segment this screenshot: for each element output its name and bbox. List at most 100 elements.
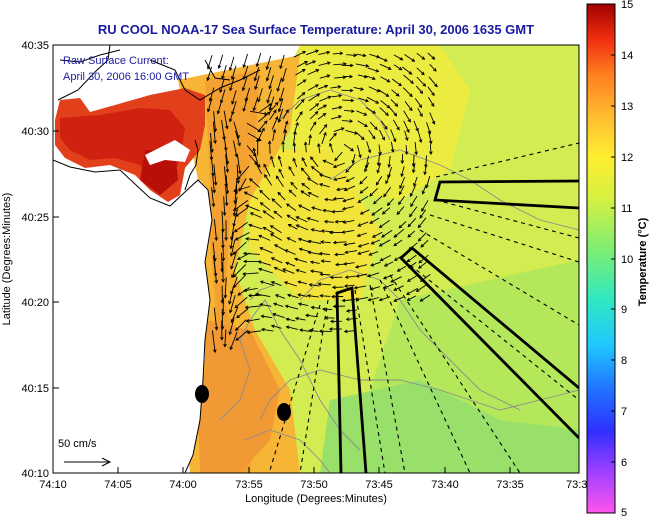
current-vector xyxy=(231,261,239,278)
current-vector-head xyxy=(312,60,317,64)
current-vector xyxy=(243,65,249,80)
current-vector-head xyxy=(242,288,247,293)
current-vector-head xyxy=(252,147,257,152)
current-vector-head xyxy=(371,212,376,216)
current-vector-head xyxy=(272,128,277,133)
current-vector-head xyxy=(301,69,306,73)
current-vector-head xyxy=(254,160,258,165)
current-vector-head xyxy=(338,93,343,98)
current-vector-head xyxy=(229,87,233,92)
current-vector-head xyxy=(301,157,306,161)
y-tick-label: 40:35 xyxy=(21,40,49,52)
current-vector-head xyxy=(278,168,282,173)
current-vector-head xyxy=(254,85,258,90)
current-vector-head xyxy=(345,178,350,183)
current-vector-head xyxy=(287,224,292,228)
current-vector xyxy=(409,185,416,197)
current-vector xyxy=(418,217,427,228)
current-vector-head xyxy=(337,85,342,89)
current-vector xyxy=(373,195,383,205)
current-vector-head xyxy=(421,56,426,60)
current-vector xyxy=(301,167,310,178)
current-vector-head xyxy=(385,112,389,117)
current-vector xyxy=(212,121,216,144)
current-vector xyxy=(295,69,306,76)
current-vector xyxy=(217,100,223,114)
current-vector xyxy=(272,313,285,319)
current-vector-head xyxy=(331,209,336,214)
current-vector-head xyxy=(236,256,241,260)
current-vector xyxy=(282,109,289,120)
current-vector-head xyxy=(306,294,311,298)
x-tick-label: 73:35 xyxy=(496,479,524,491)
current-vector xyxy=(393,239,403,246)
current-vector-head xyxy=(262,226,267,231)
current-vector xyxy=(390,141,394,152)
current-vector xyxy=(387,166,393,178)
current-vector-head xyxy=(418,139,423,144)
current-vector xyxy=(247,330,262,334)
current-vector xyxy=(393,119,400,131)
current-vector xyxy=(380,76,390,83)
current-vector-head xyxy=(363,112,368,116)
current-vector-head xyxy=(300,167,305,172)
current-vector-head xyxy=(369,193,373,197)
current-vector-head xyxy=(248,223,253,228)
current-vector xyxy=(370,286,381,290)
current-vector xyxy=(319,183,330,188)
current-vector-head xyxy=(398,82,402,87)
current-vector-head xyxy=(398,201,402,206)
current-vector xyxy=(323,159,334,166)
current-vector xyxy=(233,186,251,192)
current-vector xyxy=(263,210,275,220)
current-vector-head xyxy=(343,187,348,192)
current-vector xyxy=(243,53,249,68)
x-tick-label: 73:50 xyxy=(300,479,328,491)
current-vector-head xyxy=(327,95,332,100)
current-vector xyxy=(211,330,216,353)
current-vector xyxy=(359,176,368,185)
current-vector-head xyxy=(368,252,373,256)
current-vector-head xyxy=(378,297,383,302)
current-vector-head xyxy=(266,99,270,104)
current-vector-head xyxy=(418,259,423,264)
current-vector-head xyxy=(259,247,264,251)
current-vector xyxy=(342,99,354,102)
current-vector-head xyxy=(234,153,239,158)
current-vector-head xyxy=(417,237,422,242)
current-vector xyxy=(319,74,330,79)
current-vector xyxy=(425,175,431,188)
x-axis-label: Longitude (Degrees:Minutes) xyxy=(245,493,387,505)
current-vector xyxy=(213,307,218,330)
current-vector-head xyxy=(283,129,288,133)
current-vector xyxy=(283,129,287,142)
current-vector xyxy=(266,89,272,103)
current-vector-head xyxy=(385,180,389,185)
current-vector xyxy=(271,198,282,209)
current-vector-head xyxy=(298,204,302,208)
current-vector-head xyxy=(404,151,409,156)
current-vector-head xyxy=(350,98,355,103)
current-vector xyxy=(429,63,437,72)
current-vector xyxy=(271,257,283,264)
current-vector xyxy=(230,231,234,249)
current-vector-head xyxy=(315,103,320,107)
current-vector-head xyxy=(396,268,401,272)
current-vector xyxy=(399,185,405,195)
current-vector-head xyxy=(297,302,302,306)
current-vector xyxy=(419,209,427,219)
current-vector-head xyxy=(323,131,327,136)
current-vector-head xyxy=(233,228,238,233)
current-vector-head xyxy=(224,202,229,207)
current-vector-head xyxy=(393,298,398,302)
current-vector-head xyxy=(376,88,381,93)
current-vector xyxy=(286,326,299,330)
current-vector-head xyxy=(206,65,211,70)
current-vector xyxy=(233,200,249,211)
y-tick-label: 40:25 xyxy=(21,212,49,224)
current-vector xyxy=(378,89,389,97)
current-vector xyxy=(358,97,369,102)
current-vector xyxy=(278,169,285,179)
current-vector-head xyxy=(324,84,329,89)
current-vector-head xyxy=(364,168,368,173)
